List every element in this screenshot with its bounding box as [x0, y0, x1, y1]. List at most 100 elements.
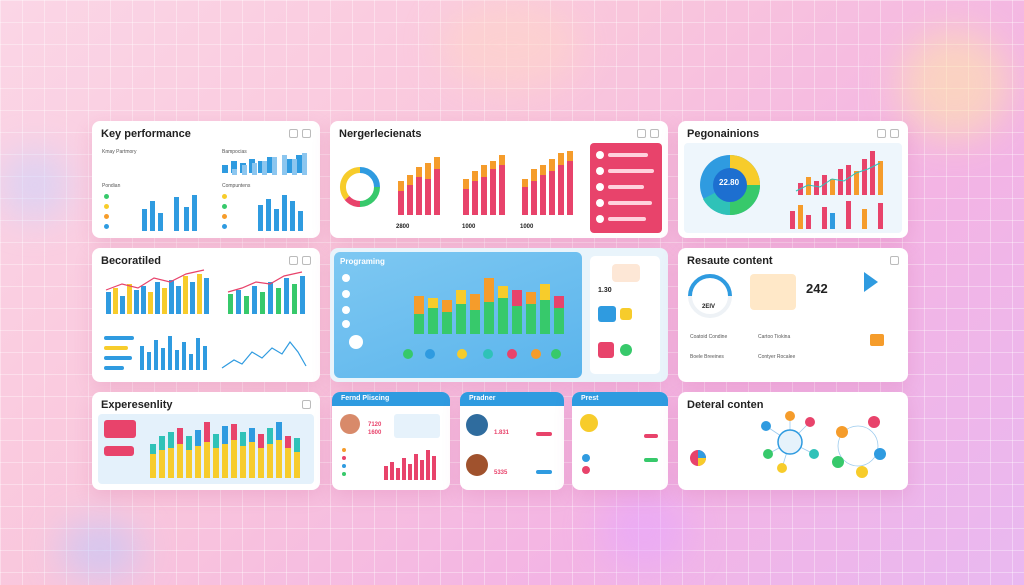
- bar: [262, 161, 267, 175]
- bar: [798, 205, 803, 229]
- bar: [822, 175, 827, 195]
- key-performance-card[interactable]: Key performance Kmay Partmory Bampocias …: [92, 121, 320, 238]
- progress-bar: [104, 356, 132, 360]
- bar: [267, 444, 273, 478]
- avatar: [340, 414, 360, 434]
- bar: [169, 280, 174, 314]
- bar-group: [384, 450, 436, 480]
- list-line: [608, 153, 648, 157]
- settings-icon[interactable]: [289, 129, 298, 138]
- list-icon: [582, 466, 590, 474]
- bar: [231, 424, 237, 440]
- network-ring: [837, 425, 879, 467]
- status-pill[interactable]: [644, 434, 658, 438]
- settings-icon[interactable]: [637, 129, 646, 138]
- bar: [398, 181, 404, 191]
- list-text: Coatoid Condine: [690, 334, 728, 340]
- bar: [175, 350, 179, 370]
- expand-icon[interactable]: [890, 129, 899, 138]
- bar: [150, 454, 156, 478]
- prest-card[interactable]: Prest: [572, 392, 668, 490]
- pradner-card[interactable]: Pradner 1.831 5335: [460, 392, 564, 490]
- bar: [498, 286, 508, 298]
- bar: [222, 426, 228, 444]
- bar: [287, 159, 293, 173]
- expereseility-card[interactable]: Experesenlity: [92, 392, 320, 490]
- bar: [567, 161, 573, 215]
- bar: [384, 466, 388, 480]
- expand-icon[interactable]: [302, 256, 311, 265]
- settings-icon[interactable]: [890, 256, 899, 265]
- expand-icon[interactable]: [302, 129, 311, 138]
- bar: [232, 169, 237, 175]
- network-node: [832, 456, 844, 468]
- stacked-bars: [398, 151, 573, 215]
- pegonainions-card[interactable]: Pegonainions 22.80: [678, 121, 908, 238]
- bar: [150, 444, 156, 454]
- legend-text: Pondian: [102, 183, 121, 189]
- bar: [567, 151, 573, 161]
- bar: [416, 177, 422, 215]
- bar: [113, 288, 118, 314]
- list-line: [608, 217, 646, 221]
- bar: [434, 169, 440, 215]
- bar: [830, 179, 835, 195]
- bar: [428, 308, 438, 334]
- avatar: [466, 414, 488, 436]
- bar: [276, 440, 282, 478]
- bar: [426, 450, 430, 480]
- bar: [190, 282, 195, 314]
- preview-panel: [394, 414, 440, 438]
- list-icon: [596, 151, 604, 159]
- bar: [240, 432, 246, 446]
- card-title: Key performance: [101, 128, 191, 140]
- status-pill[interactable]: [644, 458, 658, 462]
- bar: [407, 175, 413, 185]
- bar: [484, 302, 494, 334]
- legend-dot: [104, 194, 109, 199]
- bar: [142, 209, 147, 231]
- expand-icon[interactable]: [650, 129, 659, 138]
- bar: [878, 203, 883, 229]
- bar: [260, 292, 265, 314]
- bar: [127, 284, 132, 314]
- donut-value: 22.80: [719, 178, 740, 187]
- bar: [522, 187, 528, 215]
- center-dashboard-card[interactable]: Programing 1.30: [330, 248, 668, 382]
- settings-icon[interactable]: [289, 256, 298, 265]
- bar: [407, 185, 413, 215]
- bar: [134, 290, 139, 314]
- bar: [540, 165, 546, 175]
- status-pill[interactable]: [536, 470, 552, 474]
- settings-icon[interactable]: [302, 400, 311, 409]
- kpi-dot: [403, 349, 413, 359]
- trend-line: [105, 269, 205, 291]
- resaute-card[interactable]: Resaute content 2EIV 242 Coatoid Condine…: [678, 248, 908, 382]
- bar: [408, 464, 412, 480]
- highlight-panel: [590, 143, 662, 233]
- bar: [213, 448, 219, 478]
- bar: [300, 276, 305, 314]
- bar: [549, 159, 555, 171]
- bar: [276, 422, 282, 440]
- nerger-card[interactable]: Nergerlecienats 2800 1000 1000: [330, 121, 668, 238]
- metric-value: 2800: [396, 224, 410, 230]
- list-text: Boele Breeines: [690, 354, 724, 360]
- bar: [285, 436, 291, 448]
- list-icon: [342, 274, 350, 282]
- bar: [428, 298, 438, 308]
- list-icon: [342, 306, 350, 314]
- fernd-card[interactable]: Fernd Pliscing 7120 1600: [332, 392, 450, 490]
- ring-arc: [359, 167, 380, 188]
- center-charts: [342, 274, 564, 359]
- deteral-card[interactable]: Deteral conten: [678, 392, 908, 490]
- status-pill[interactable]: [536, 432, 552, 436]
- settings-icon[interactable]: [877, 129, 886, 138]
- bar: [830, 213, 835, 229]
- card-header: [460, 392, 564, 406]
- app-icon: [598, 342, 614, 358]
- bar: [189, 354, 193, 370]
- card-title: Fernd Pliscing: [341, 395, 390, 402]
- decorationd-card[interactable]: Becoratiled: [92, 248, 320, 382]
- bar: [549, 171, 555, 215]
